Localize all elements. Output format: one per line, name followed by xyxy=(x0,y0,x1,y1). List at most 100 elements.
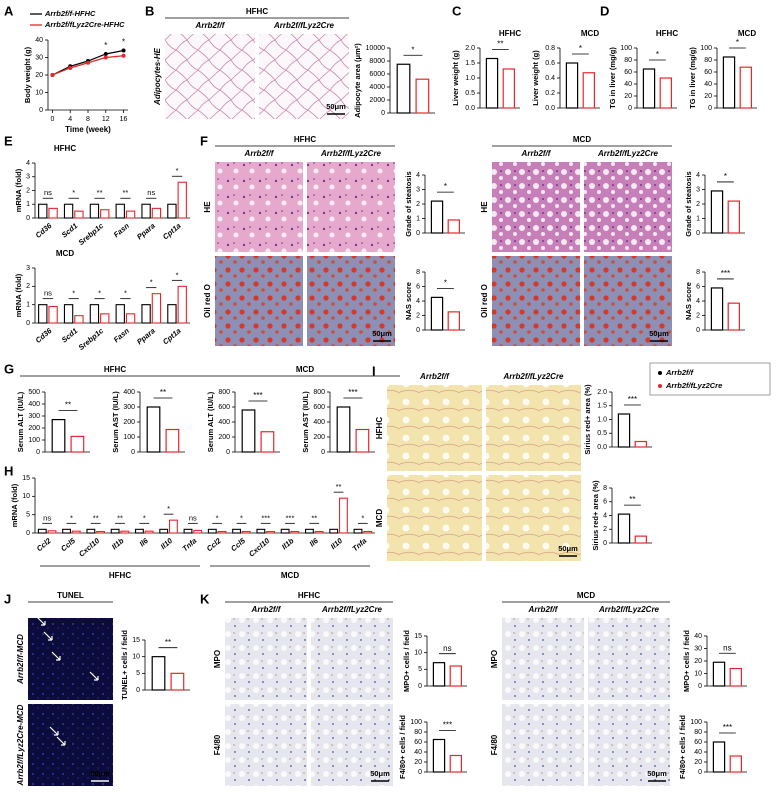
micrograph xyxy=(502,618,584,700)
significance-label: ns xyxy=(443,644,451,653)
row-label: MCD xyxy=(375,509,384,527)
bar xyxy=(447,219,461,234)
y-tick-label: 1 xyxy=(696,215,700,222)
x-tick-label: Tnfa xyxy=(350,536,368,553)
bar xyxy=(642,68,656,109)
y-tick-label: 10 xyxy=(22,493,30,500)
x-tick-label: Tnfa xyxy=(180,536,198,553)
y-tick-label: 100 xyxy=(690,719,702,726)
bar xyxy=(100,209,110,219)
y-tick-label: 0 xyxy=(136,687,140,694)
micrograph xyxy=(225,618,307,700)
bar xyxy=(355,428,370,453)
point xyxy=(103,55,108,60)
significance-label: * xyxy=(240,513,243,522)
bar xyxy=(634,535,648,544)
panel-letter: D xyxy=(600,3,609,18)
significance-label: *** xyxy=(348,388,357,397)
y-tick-label: 4 xyxy=(603,512,607,519)
group-label: HFHC xyxy=(109,571,131,580)
y-tick-label: 1 xyxy=(26,201,30,208)
bar xyxy=(727,200,741,234)
bar xyxy=(89,304,100,324)
y-axis-label: mRNA (fold) xyxy=(14,168,23,212)
column-label: Arrb2f/f xyxy=(244,149,275,158)
y-tick-label: 1.5 xyxy=(465,60,475,67)
y-tick-label: 10 xyxy=(132,654,140,661)
block-header: HFHC xyxy=(298,591,320,600)
y-tick-label: 300 xyxy=(123,404,135,411)
x-tick-label: Cpt1a xyxy=(161,221,183,241)
significance-label: ns xyxy=(44,289,52,298)
group-label: MCD xyxy=(281,571,299,580)
y-tick-label: 0 xyxy=(131,449,135,456)
significance-label: *** xyxy=(261,513,270,522)
y-tick-label: 400 xyxy=(123,389,135,396)
y-tick-label: 5 xyxy=(136,670,140,677)
y-axis-label: Serum AST (IU/L) xyxy=(111,391,120,453)
y-tick-label: 8 xyxy=(603,485,607,492)
row-label: MPO xyxy=(490,650,499,668)
micrograph xyxy=(486,475,581,561)
y-axis-label: F4/80+ cells / field xyxy=(398,715,407,779)
chart-title: MCD xyxy=(56,249,74,258)
y-tick-label: 0.5 xyxy=(597,430,607,437)
y-tick-label: 0.6 xyxy=(545,60,555,67)
x-tick-label: Ccl2 xyxy=(35,536,54,554)
bar xyxy=(170,672,185,691)
column-label: Arrb2f/fLyz2Cre xyxy=(597,149,659,158)
y-tick-label: 100 xyxy=(700,45,712,52)
y-axis-label: NAS score xyxy=(684,282,693,320)
y-tick-label: 300 xyxy=(28,413,40,420)
bar xyxy=(430,296,444,331)
bar xyxy=(304,528,314,534)
y-tick-label: 1.5 xyxy=(597,403,607,410)
x-tick-label: Il1b xyxy=(280,536,296,551)
y-tick-label: 0 xyxy=(696,327,700,334)
block-header: HFHC xyxy=(104,365,126,374)
bar xyxy=(193,529,203,534)
arrow xyxy=(36,616,46,626)
significance-label: * xyxy=(72,289,75,298)
y-tick-label: 0 xyxy=(381,110,385,117)
y-tick-label: 2 xyxy=(696,312,700,319)
y-tick-label: 40 xyxy=(624,81,632,88)
y-tick-label: 80 xyxy=(414,729,422,736)
micrograph xyxy=(588,618,670,700)
significance-label: ** xyxy=(93,513,99,522)
scale-bar-label: 50μm xyxy=(90,769,110,778)
y-axis-label: F4/80+ cells / field xyxy=(678,715,687,779)
y-tick-label: 4 xyxy=(696,172,700,179)
bar xyxy=(177,181,187,219)
significance-label: ** xyxy=(65,401,71,410)
x-tick-label: Il6 xyxy=(138,536,151,549)
bar xyxy=(151,207,162,219)
significance-label: ** xyxy=(165,638,171,647)
significance-label: ns xyxy=(723,643,731,652)
y-tick-label: 0.0 xyxy=(465,105,475,112)
series-line xyxy=(52,55,124,76)
chart-title: MCD xyxy=(738,29,756,38)
bar xyxy=(38,304,48,324)
x-tick-label: 8 xyxy=(86,116,90,123)
bar xyxy=(363,530,373,534)
significance-label: ns xyxy=(43,513,51,522)
row-label: F4/80 xyxy=(490,734,499,755)
micrograph xyxy=(28,618,113,700)
y-tick-label: 40 xyxy=(704,81,712,88)
block-header: TUNEL xyxy=(57,591,84,600)
micrograph xyxy=(215,256,303,346)
bar xyxy=(125,210,136,219)
y-tick-label: 8 xyxy=(696,269,700,276)
x-tick-label: Il1b xyxy=(110,536,126,551)
y-tick-label: 6 xyxy=(416,283,420,290)
y-tick-label: 20 xyxy=(704,93,712,100)
y-axis-label: MPO+ cells / field xyxy=(402,630,411,692)
bar xyxy=(432,738,446,773)
y-tick-label: 0 xyxy=(416,230,420,237)
y-axis-label: Sirius red+ area (%) xyxy=(583,384,592,455)
y-axis-label: Serum ALT (IU/L) xyxy=(16,391,25,452)
y-tick-label: 0 xyxy=(698,769,702,776)
y-tick-label: 15 xyxy=(22,475,30,482)
panel-letter: I xyxy=(372,363,376,378)
